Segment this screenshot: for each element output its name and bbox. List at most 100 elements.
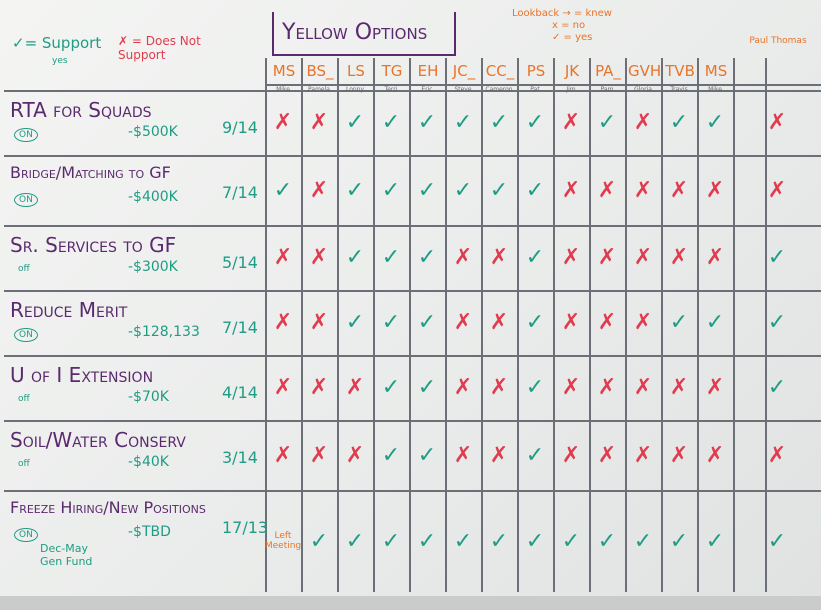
vote: ✗: [489, 310, 509, 335]
header-line: [265, 84, 821, 86]
vote: ✓: [417, 375, 437, 400]
vote: ✗: [453, 442, 473, 468]
row-amount: -$300K: [128, 259, 178, 275]
vote: ✓: [597, 528, 617, 554]
column-code: MS: [704, 62, 728, 80]
vote: ✗: [453, 375, 473, 400]
vote: ✗: [633, 375, 653, 400]
row-line: [4, 155, 821, 157]
row-label: U of I Extension: [10, 363, 154, 387]
vote: ✗: [633, 177, 653, 203]
column-code: BS_: [306, 62, 334, 80]
column-line: [445, 58, 447, 592]
row-tally: 4/14: [222, 383, 258, 402]
vote: ✗: [345, 442, 365, 468]
vote: ✓: [705, 310, 725, 335]
column-code: JC_: [452, 62, 476, 80]
column-line: [697, 58, 699, 592]
column-code: JK: [564, 62, 580, 80]
row-label: Sr. Services to GF: [10, 233, 177, 257]
vote: ✓: [705, 528, 725, 554]
vote: ✗: [767, 110, 787, 135]
vote: ✓: [345, 310, 365, 335]
vote: ✗: [597, 310, 617, 335]
vote: ✗: [453, 245, 473, 270]
row-status: ON: [14, 528, 38, 542]
column-code: TG: [381, 62, 403, 80]
vote: ✓: [489, 177, 509, 203]
row-label: Bridge/Matching to GF: [10, 163, 171, 182]
row-status: ON: [14, 328, 38, 342]
vote: ✗: [561, 177, 581, 203]
row-amount: -$400K: [128, 189, 178, 205]
vote: ✓: [381, 528, 401, 554]
lookback-line: ✓ = yes: [552, 32, 593, 43]
vote: ✗: [273, 375, 293, 400]
vote: ✗: [489, 245, 509, 270]
vote: ✓: [525, 177, 545, 203]
vote: ✓: [417, 245, 437, 270]
vote: ✗: [705, 177, 725, 203]
column-line: [301, 58, 303, 592]
row-tally: 7/14: [222, 183, 258, 202]
legend-note: yes: [52, 56, 68, 66]
column-name: Terri: [384, 86, 398, 93]
row-label: Soil/Water Conserv: [10, 428, 186, 452]
row-tally: 3/14: [222, 448, 258, 467]
column-line: [589, 58, 591, 592]
vote: ✗: [669, 375, 689, 400]
vote: ✗: [561, 375, 581, 400]
column-line: [337, 58, 339, 592]
vote: ✗: [561, 110, 581, 135]
vote: ✓: [633, 528, 653, 554]
column-name: Travis: [670, 86, 688, 93]
column-name: Jim: [566, 86, 576, 93]
vote: ✓: [345, 177, 365, 203]
legend-oppose: ✗ = Does Not Support: [118, 34, 201, 62]
vote: ✓: [489, 528, 509, 554]
vote: ✗: [273, 442, 293, 468]
vote: ✗: [767, 442, 787, 468]
column-line: [553, 58, 555, 592]
column-name: Gloria: [634, 86, 652, 93]
vote: ✗: [309, 177, 329, 203]
vote: ✗: [561, 245, 581, 270]
vote: ✗: [309, 245, 329, 270]
vote: ✗: [597, 442, 617, 468]
column-line: [409, 58, 411, 592]
row-amount: -$500K: [128, 124, 178, 140]
vote: ✓: [417, 528, 437, 554]
vote: ✓: [705, 110, 725, 135]
vote: ✓: [489, 110, 509, 135]
row-line: [4, 90, 821, 92]
row-line: [4, 225, 821, 227]
vote: ✓: [597, 110, 617, 135]
column-name: Cameron: [485, 86, 513, 93]
row-label: Reduce Merit: [10, 298, 128, 322]
vote: ✓: [345, 110, 365, 135]
vote: ✗: [309, 310, 329, 335]
column-name: Mike: [708, 86, 722, 93]
row-amount: -$TBD: [128, 524, 171, 540]
lookback-line: Lookback → = knew: [512, 8, 612, 19]
marker-tray: [0, 596, 821, 610]
column-code: Paul Thomas: [749, 36, 807, 46]
vote: ✗: [597, 375, 617, 400]
vote: ✗: [345, 375, 365, 400]
column-name: Lonny: [345, 86, 365, 93]
column-code: TVB: [665, 62, 695, 80]
row-amount: -$70K: [128, 389, 169, 405]
column-line: [625, 58, 627, 592]
vote: ✓: [381, 442, 401, 468]
vote: ✓: [669, 528, 689, 554]
lookback-note: Lookback → = knew x = no ✓ = yes: [512, 8, 612, 44]
vote: ✗: [489, 442, 509, 468]
vote: ✓: [669, 110, 689, 135]
vote: ✓: [767, 375, 787, 400]
vote: ✓: [767, 310, 787, 335]
row-tally: 5/14: [222, 253, 258, 272]
column-code: EH: [417, 62, 439, 80]
vote: ✓: [525, 528, 545, 554]
column-line: [733, 58, 735, 592]
vote: ✗: [669, 442, 689, 468]
